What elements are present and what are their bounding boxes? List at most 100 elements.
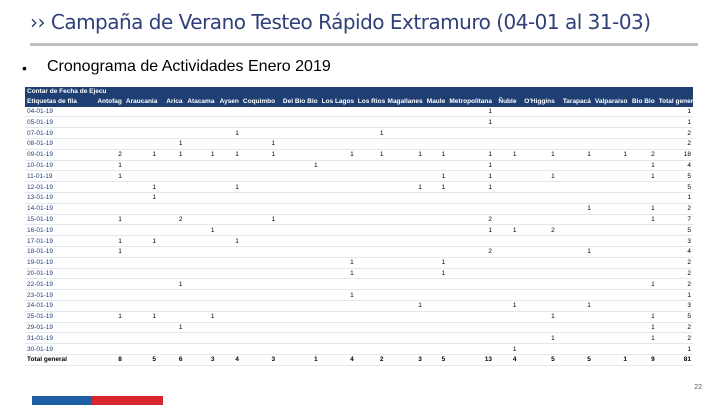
- count-cell: 1: [629, 278, 657, 291]
- caption-filler: [157, 87, 693, 97]
- count-cell: 1: [629, 311, 657, 323]
- count-cell: [92, 332, 124, 345]
- count-cell: 2: [656, 332, 693, 345]
- count-cell: [216, 268, 241, 280]
- count-cell: [385, 127, 424, 139]
- count-cell: [556, 268, 593, 280]
- count-cell: [319, 214, 356, 226]
- count-cell: [385, 224, 424, 237]
- count-cell: 1: [447, 149, 494, 161]
- count-cell: [447, 203, 494, 215]
- count-cell: [385, 246, 424, 258]
- count-cell: [629, 257, 657, 269]
- count-cell: [629, 127, 657, 139]
- count-cell: [216, 106, 241, 118]
- total-cell: 9: [629, 353, 657, 366]
- count-cell: [319, 170, 356, 183]
- row-label: 23-01-19: [25, 289, 92, 301]
- count-cell: [92, 257, 124, 269]
- count-cell: [277, 278, 320, 291]
- count-cell: 1: [319, 149, 356, 161]
- count-cell: [385, 170, 424, 183]
- count-cell: [518, 160, 557, 172]
- count-cell: [216, 289, 241, 301]
- caption-cell: Contar de Fecha de Ejecu: [25, 87, 158, 97]
- count-cell: [123, 289, 158, 301]
- count-cell: 1: [423, 149, 448, 161]
- count-cell: [184, 332, 217, 345]
- row-label: 14-01-19: [25, 203, 92, 215]
- total-cell: 2: [355, 353, 386, 366]
- count-cell: [592, 235, 630, 247]
- count-cell: [385, 116, 424, 129]
- count-cell: [592, 203, 630, 215]
- count-cell: [123, 300, 158, 312]
- count-cell: [556, 192, 593, 204]
- count-cell: [556, 278, 593, 291]
- count-cell: [518, 203, 557, 215]
- count-cell: 2: [629, 149, 657, 161]
- count-cell: [92, 181, 124, 193]
- count-cell: [184, 278, 217, 291]
- count-cell: 1: [123, 149, 158, 161]
- count-cell: [157, 332, 185, 345]
- column-header: Atacama: [184, 96, 217, 107]
- count-cell: [277, 343, 320, 355]
- count-cell: [447, 311, 494, 323]
- count-cell: [157, 257, 185, 269]
- count-cell: [355, 289, 386, 301]
- count-cell: [157, 343, 185, 355]
- count-cell: [423, 127, 448, 139]
- count-cell: [277, 214, 320, 226]
- count-cell: [240, 332, 278, 345]
- count-cell: 2: [447, 214, 494, 226]
- count-cell: [184, 116, 217, 129]
- count-cell: [423, 224, 448, 237]
- count-cell: [319, 235, 356, 247]
- count-cell: [92, 203, 124, 215]
- count-cell: [240, 257, 278, 269]
- count-cell: [184, 181, 217, 193]
- count-cell: [216, 138, 241, 150]
- count-cell: [629, 116, 657, 129]
- data-row: 09-01-19 2 1 1 1 1 1 1 1 1 1 1 1 1 1 1 2 18: [25, 149, 693, 161]
- data-row: 14-01-19 1 1 2: [25, 203, 693, 215]
- count-cell: 1: [447, 106, 494, 118]
- data-row: 04-01-19 1 1: [25, 106, 693, 118]
- count-cell: [518, 322, 557, 334]
- count-cell: 1: [447, 116, 494, 129]
- count-cell: [184, 138, 217, 150]
- count-cell: 1: [240, 138, 278, 150]
- count-cell: [556, 116, 593, 129]
- count-cell: [447, 235, 494, 247]
- total-cell: 3: [385, 353, 424, 366]
- data-row: 17-01-19 1 1 1 3: [25, 235, 693, 247]
- count-cell: 1: [518, 311, 557, 323]
- count-cell: [240, 203, 278, 215]
- count-cell: [518, 268, 557, 280]
- count-cell: [184, 300, 217, 312]
- row-label: 30-01-19: [25, 343, 92, 355]
- count-cell: [216, 246, 241, 258]
- count-cell: 1: [319, 257, 356, 269]
- count-cell: 5: [656, 224, 693, 237]
- count-cell: [385, 235, 424, 247]
- count-cell: [494, 257, 519, 269]
- count-cell: [157, 203, 185, 215]
- count-cell: 1: [556, 203, 593, 215]
- count-cell: [556, 235, 593, 247]
- count-cell: [423, 160, 448, 172]
- count-cell: [592, 300, 630, 312]
- count-cell: 2: [92, 149, 124, 161]
- count-cell: [277, 235, 320, 247]
- count-cell: [447, 289, 494, 301]
- count-cell: [157, 311, 185, 323]
- count-cell: [385, 138, 424, 150]
- column-header: O'Higgins: [518, 96, 557, 107]
- count-cell: 1: [556, 149, 593, 161]
- count-cell: [423, 300, 448, 312]
- count-cell: [423, 289, 448, 301]
- count-cell: [157, 106, 185, 118]
- count-cell: 3: [656, 300, 693, 312]
- count-cell: [494, 332, 519, 345]
